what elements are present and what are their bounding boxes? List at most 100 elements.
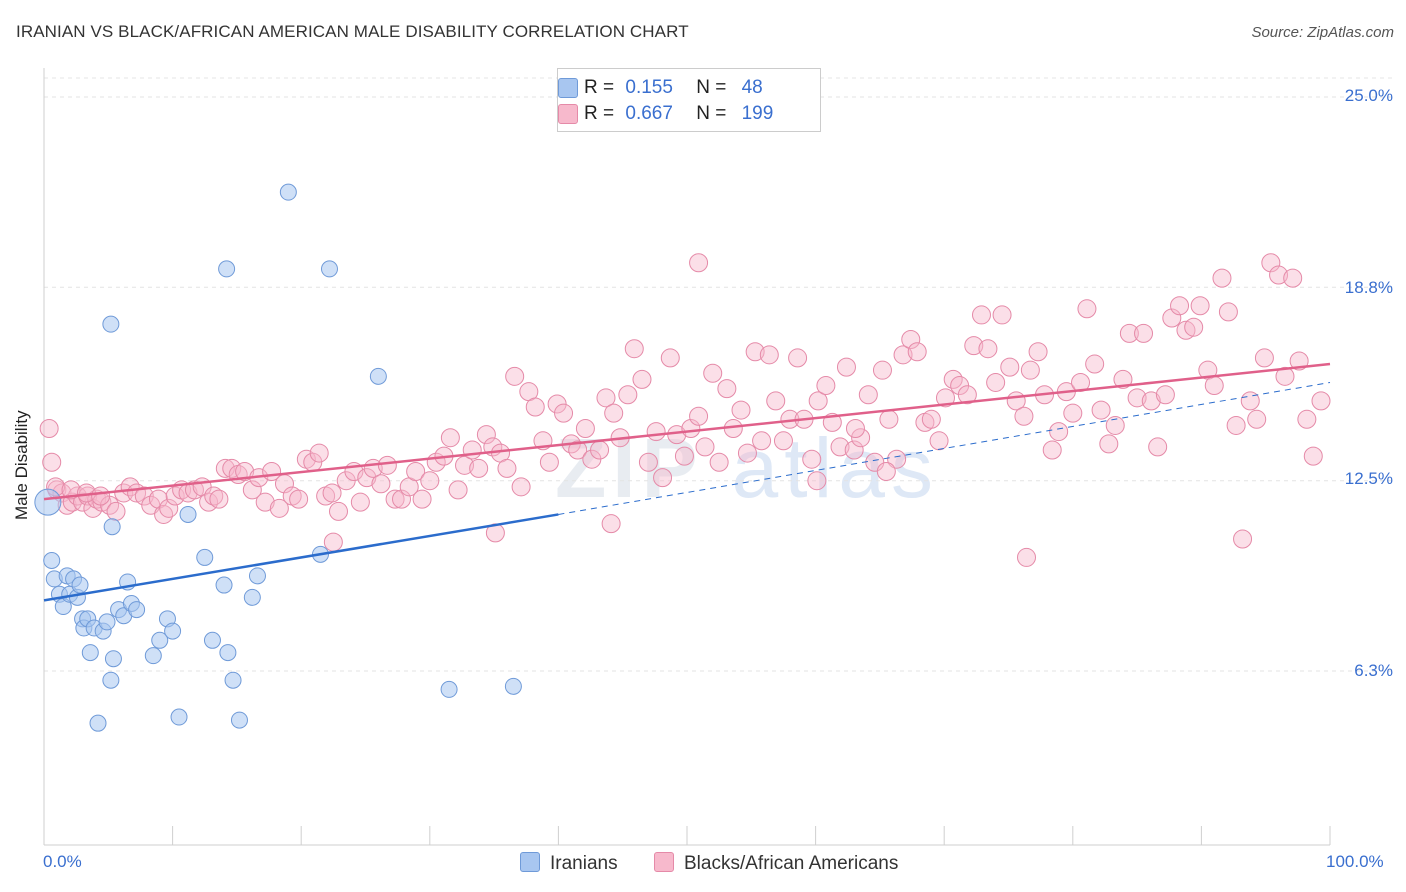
data-point-iranians <box>164 622 182 640</box>
trendline-blacks <box>43 362 1331 501</box>
data-point-blacks <box>269 498 289 518</box>
data-point-iranians <box>98 613 116 631</box>
data-point-blacks <box>1162 308 1182 328</box>
data-point-blacks <box>992 305 1012 325</box>
data-point-iranians <box>144 647 162 665</box>
data-point-blacks <box>255 492 275 512</box>
data-point-iranians <box>128 601 146 619</box>
y-tick-label: 6.3% <box>1354 661 1393 680</box>
data-point-blacks <box>844 440 864 460</box>
data-point-blacks <box>1014 406 1034 426</box>
data-point-blacks <box>907 342 927 362</box>
data-point-blacks <box>1311 391 1331 411</box>
data-point-blacks <box>879 409 899 429</box>
legend-row-blacks: R = 0.667 N = 199 <box>558 103 774 125</box>
data-point-iranians <box>34 488 62 516</box>
data-point-blacks <box>462 440 482 460</box>
data-point-blacks <box>858 385 878 405</box>
data-point-blacks <box>476 425 496 445</box>
data-point-blacks <box>1289 351 1309 371</box>
data-point-blacks <box>440 428 460 448</box>
data-point-blacks <box>851 428 871 448</box>
data-point-blacks <box>929 431 949 451</box>
data-point-blacks <box>448 480 468 500</box>
legend-r-label: R = <box>584 77 615 98</box>
data-point-blacks <box>322 483 342 503</box>
data-point-blacks <box>601 514 621 534</box>
data-point-blacks <box>921 409 941 429</box>
data-point-iranians <box>89 714 107 732</box>
data-point-iranians <box>179 505 197 523</box>
data-point-blacks <box>717 379 737 399</box>
data-point-blacks <box>957 385 977 405</box>
data-point-blacks <box>624 339 644 359</box>
data-point-iranians <box>219 644 237 662</box>
data-point-blacks <box>505 366 525 386</box>
data-point-blacks <box>455 455 475 475</box>
data-point-blacks <box>653 468 673 488</box>
data-point-iranians <box>104 650 122 668</box>
data-point-blacks <box>1028 342 1048 362</box>
bottom-legend-label: Iranians <box>550 853 618 874</box>
data-point-blacks <box>1063 403 1083 423</box>
data-point-iranians <box>279 183 297 201</box>
data-point-blacks <box>199 492 219 512</box>
data-point-blacks <box>590 440 610 460</box>
data-point-blacks <box>134 486 154 506</box>
data-point-blacks <box>674 446 694 466</box>
data-point-blacks <box>406 461 426 481</box>
bottom-legend-swatch-blacks <box>654 852 674 872</box>
data-point-blacks <box>204 486 224 506</box>
legend-n-label: N = <box>696 103 727 124</box>
data-point-blacks <box>242 480 262 500</box>
bottom-legend-iranians: Iranians <box>520 852 618 875</box>
data-point-blacks <box>808 391 828 411</box>
data-point-blacks <box>141 495 161 515</box>
legend-r-value: 0.667 <box>625 103 673 124</box>
data-point-iranians <box>102 671 120 689</box>
data-point-blacks <box>689 253 709 273</box>
data-point-blacks <box>1226 415 1246 435</box>
data-point-blacks <box>1303 446 1323 466</box>
data-point-blacks <box>1105 415 1125 435</box>
data-point-blacks <box>737 443 757 463</box>
data-point-blacks <box>1204 376 1224 396</box>
data-point-blacks <box>309 443 329 463</box>
data-point-blacks <box>1283 268 1303 288</box>
data-point-blacks <box>788 348 808 368</box>
data-point-blacks <box>1275 366 1295 386</box>
data-point-iranians <box>440 680 458 698</box>
data-point-blacks <box>1017 547 1037 567</box>
data-point-blacks <box>773 431 793 451</box>
data-point-iranians <box>103 518 121 536</box>
data-point-blacks <box>1148 437 1168 457</box>
data-point-blacks <box>547 394 567 414</box>
legend-r-label: R = <box>584 103 615 124</box>
data-point-blacks <box>1218 302 1238 322</box>
data-point-blacks <box>106 501 126 521</box>
trendline-iranians-extension <box>558 381 1331 515</box>
legend-n-label: N = <box>696 77 727 98</box>
data-point-blacks <box>42 452 62 472</box>
data-point-blacks <box>1113 369 1133 389</box>
data-point-blacks <box>971 305 991 325</box>
data-point-blacks <box>604 403 624 423</box>
data-point-blacks <box>681 419 701 439</box>
data-point-blacks <box>638 452 658 472</box>
data-point-blacks <box>154 504 174 524</box>
data-point-blacks <box>1134 323 1154 343</box>
data-point-blacks <box>1254 348 1274 368</box>
y-tick-label: 18.8% <box>1344 278 1393 297</box>
data-point-iranians <box>504 677 522 695</box>
data-point-blacks <box>1297 409 1317 429</box>
data-point-iranians <box>71 576 89 594</box>
data-point-iranians <box>215 576 233 594</box>
data-point-blacks <box>759 345 779 365</box>
data-point-blacks <box>731 400 751 420</box>
data-point-blacks <box>39 419 59 439</box>
legend-n-value: 199 <box>741 103 774 124</box>
data-point-blacks <box>392 489 412 509</box>
data-point-blacks <box>695 437 715 457</box>
data-point-iranians <box>369 367 387 385</box>
data-point-blacks <box>893 345 913 365</box>
